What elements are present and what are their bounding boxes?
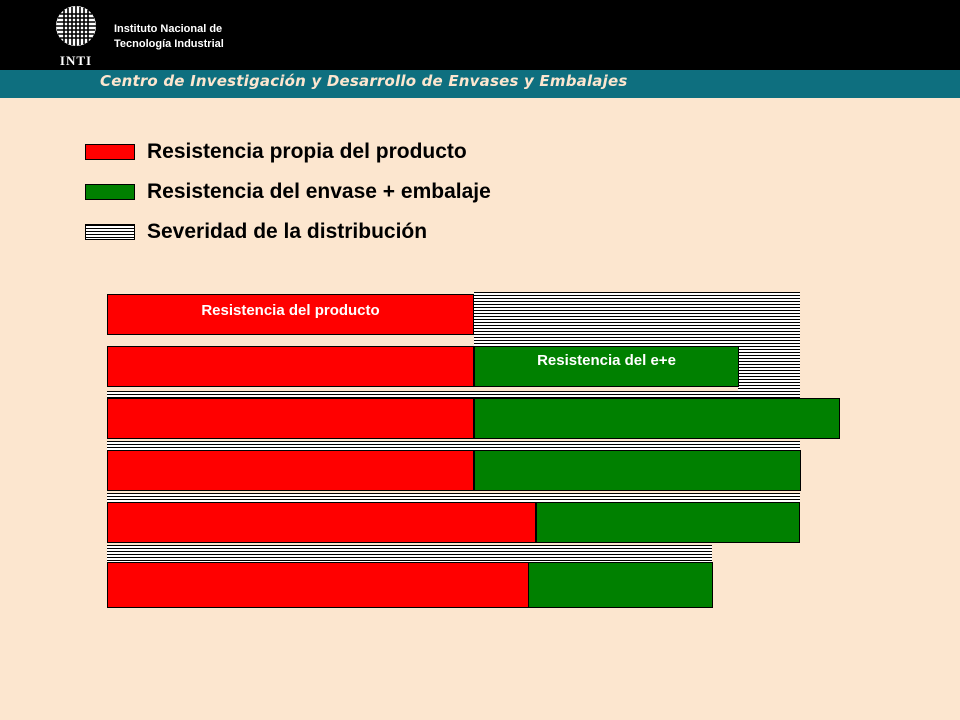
institution-line-1: Instituto Nacional de [114,23,223,35]
legend-swatch-hatched [85,224,135,240]
inti-logo: INTI [46,4,106,68]
center-subtitle: Centro de Investigación y Desarrollo de … [100,72,628,90]
product-resistance-bar-5 [107,502,536,543]
product-resistance-label: Resistencia del producto [201,302,380,319]
severity-zone-strip-4 [107,545,712,562]
institution-line-2: Tecnología Industrial [114,38,224,50]
product-resistance-bar-1 [107,294,474,335]
severity-zone-strip-3 [107,493,800,502]
header-bar [0,0,960,72]
product-resistance-bar-3 [107,398,474,439]
legend-label-product: Resistencia propia del producto [147,140,467,163]
legend-swatch-red [85,144,135,160]
legend-item-severity: Severidad de la distribución [85,217,427,247]
packaging-resistance-label: Resistencia del e+e [537,352,676,369]
logo-text: INTI [60,53,92,68]
subtitle-bar [0,70,960,98]
legend-item-packaging: Resistencia del envase + embalaje [85,177,491,207]
severity-zone-row-2 [738,346,800,396]
legend-label-packaging: Resistencia del envase + embalaje [147,180,491,203]
severity-zone-strip-1 [107,391,800,399]
legend-label-severity: Severidad de la distribución [147,220,428,243]
product-resistance-bar-6 [107,562,529,608]
packaging-resistance-bar-2 [474,346,739,387]
packaging-resistance-bar-3 [474,398,840,439]
severity-zone-strip-2 [107,441,800,450]
product-resistance-bar-4 [107,450,474,491]
product-resistance-bar-2 [107,346,474,387]
packaging-resistance-bar-4 [474,450,801,491]
packaging-resistance-bar-5 [536,502,800,543]
legend-swatch-green [85,184,135,200]
packaging-resistance-bar-6 [528,562,713,608]
legend-item-product: Resistencia propia del producto [85,137,467,167]
severity-zone-row-1 [474,292,800,346]
institution-name: Instituto Nacional de Tecnología Industr… [114,22,224,52]
